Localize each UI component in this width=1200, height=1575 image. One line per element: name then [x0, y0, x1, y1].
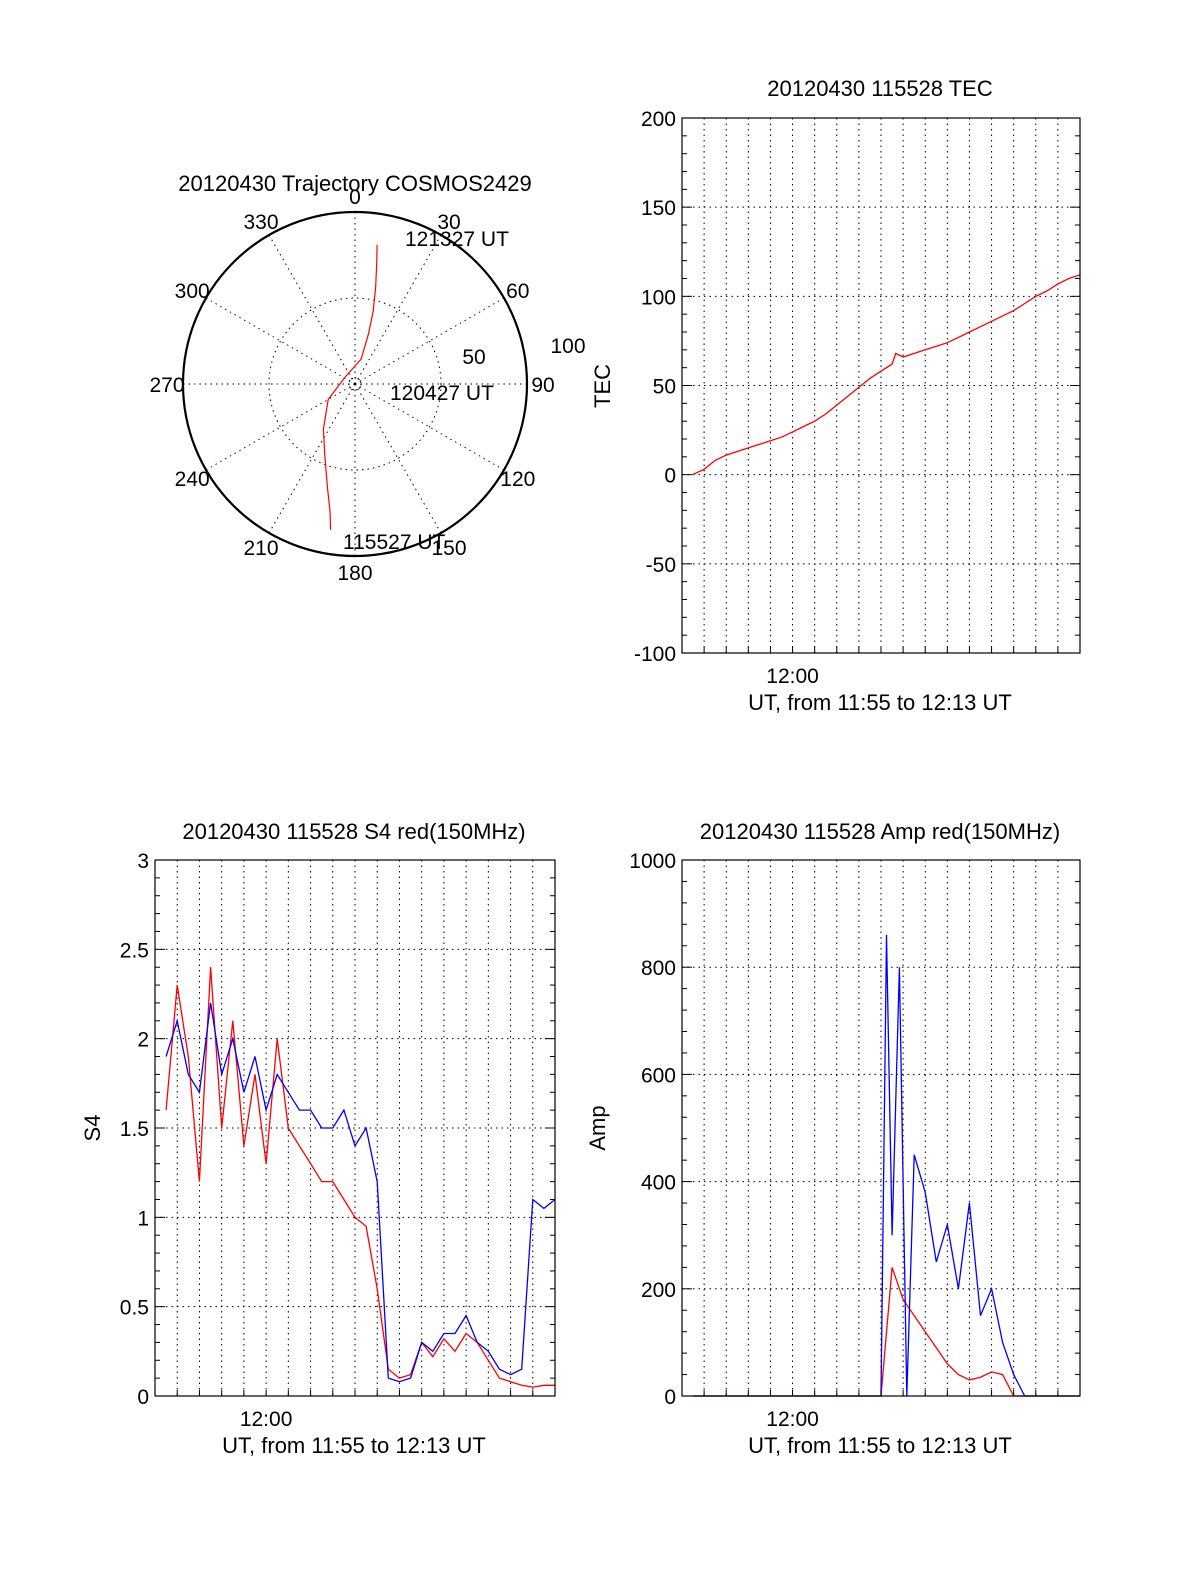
amp-y-axis-label: Amp — [585, 1105, 610, 1150]
tec-ytick-label: 200 — [641, 108, 676, 131]
tec-title: 20120430 115528 TEC — [767, 76, 993, 101]
azimuth-label: 30 — [437, 211, 460, 234]
s4-ytick-label: 2.5 — [120, 939, 149, 962]
tec-ytick-label: -100 — [634, 643, 676, 666]
polar-grid-circle — [268, 297, 442, 471]
trajectory-annotation-end: 121327 UT — [405, 228, 509, 251]
azimuth-label: 180 — [337, 562, 372, 585]
radial-label: 100 — [550, 335, 585, 358]
tec-panel: 20120430 115528 TEC -100 -50 0 50 100 150 200 1… — [590, 76, 1081, 715]
amp-title: 20120430 115528 Amp red(150MHz) — [700, 819, 1060, 844]
tec-ytick-label: 100 — [641, 286, 676, 309]
polar-spoke — [354, 234, 442, 385]
trajectory-path — [322, 244, 378, 530]
amp-xtick-label: 12:00 — [766, 1408, 819, 1431]
s4-panel: 20120430 115528 S4 red(150MHz) 0 0.5 1 1.5 2… — [80, 819, 556, 1458]
azimuth-label: 0 — [349, 186, 361, 209]
polar-spoke — [205, 297, 356, 385]
trajectory-panel: 20120430 Trajectory COSMOS2429 0 30 60 90 12… — [149, 171, 585, 585]
s4-ytick-label: 0 — [137, 1386, 149, 1409]
tec-xtick-label: 12:00 — [766, 665, 819, 688]
polar-spoke — [268, 383, 356, 534]
azimuth-label: 270 — [149, 374, 184, 397]
polar-spoke — [354, 383, 505, 471]
azimuth-label: 120 — [500, 468, 535, 491]
amp-ytick-label: 600 — [641, 1064, 676, 1087]
s4-ytick-label: 3 — [137, 850, 149, 873]
trajectory-annotation-mid: 120427 UT — [390, 382, 494, 405]
s4-title: 20120430 115528 S4 red(150MHz) — [182, 819, 525, 844]
radial-label: 50 — [462, 346, 485, 369]
azimuth-label: 60 — [506, 280, 529, 303]
tec-ytick-label: 0 — [664, 465, 676, 488]
trajectory-annotation-start: 115527 UT — [343, 531, 446, 554]
s4-series-line-1 — [165, 967, 555, 1388]
amp-ytick-label: 200 — [641, 1279, 676, 1302]
amp-ytick-label: 0 — [664, 1386, 676, 1409]
amp-ytick-label: 400 — [641, 1172, 676, 1195]
tec-x-axis-label: UT, from 11:55 to 12:13 UT — [748, 690, 1012, 715]
s4-y-axis-label: S4 — [80, 1115, 105, 1142]
azimuth-label: 300 — [175, 280, 210, 303]
s4-ytick-label: 2 — [137, 1029, 149, 1052]
tec-ytick-label: -50 — [646, 554, 676, 577]
trajectory-title: 20120430 Trajectory COSMOS2429 — [178, 171, 531, 196]
azimuth-label: 330 — [243, 211, 278, 234]
s4-ytick-label: 0.5 — [120, 1297, 149, 1320]
amp-x-axis-label: UT, from 11:55 to 12:13 UT — [748, 1433, 1012, 1458]
azimuth-label: 150 — [431, 537, 466, 560]
amp-ytick-label: 800 — [641, 957, 676, 980]
amp-series-line-2 — [693, 934, 1080, 1397]
s4-series-line-2 — [165, 1002, 556, 1383]
tec-ytick-label: 50 — [653, 376, 676, 399]
s4-x-axis-label: UT, from 11:55 to 12:13 UT — [222, 1433, 486, 1458]
amp-panel: 20120430 115528 Amp red(150MHz) 0 200 400 6… — [585, 819, 1081, 1458]
s4-xtick-label: 12:00 — [240, 1408, 293, 1431]
tec-y-axis-label: TEC — [590, 364, 615, 408]
s4-ytick-label: 1 — [137, 1207, 149, 1230]
polar-spoke — [268, 234, 356, 385]
tec-series-line-1 — [692, 274, 1081, 476]
polar-spoke — [205, 383, 356, 471]
polar-spoke — [354, 297, 505, 385]
tec-ytick-label: 150 — [641, 197, 676, 220]
azimuth-label: 240 — [175, 468, 210, 491]
amp-ytick-label: 1000 — [629, 850, 676, 873]
azimuth-label: 210 — [243, 537, 278, 560]
polar-spoke — [354, 383, 442, 534]
s4-ytick-label: 1.5 — [120, 1118, 149, 1141]
azimuth-label: 90 — [531, 374, 554, 397]
